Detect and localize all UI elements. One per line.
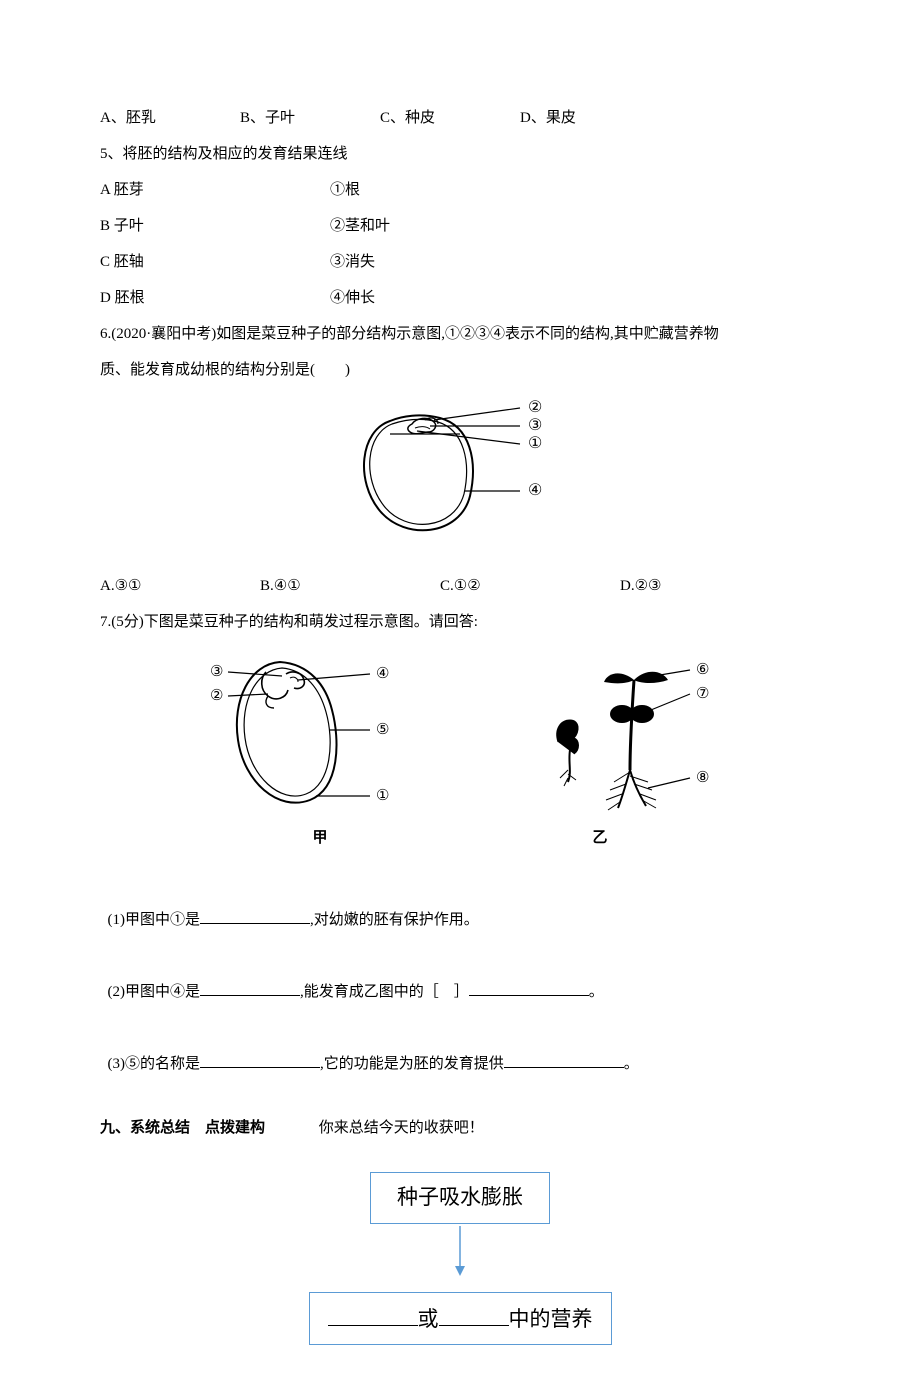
sec9-title: 九、系统总结 点拨建构	[100, 1120, 265, 1136]
q4-opt-a: A、胚乳	[100, 100, 240, 136]
q4-options: A、胚乳 B、子叶 C、种皮 D、果皮	[100, 100, 820, 136]
q7-cap-left: 甲	[310, 820, 330, 856]
q7-label-2: ②	[210, 688, 223, 704]
q7-sub2-b: ,能发育成乙图中的［ ］	[300, 984, 469, 1000]
q6-label-2: ②	[528, 399, 542, 416]
flow-box2-tail: 中的营养	[509, 1307, 593, 1331]
q7-figures: ③ ② ④ ⑤ ① ⑥ ⑦ ⑧	[100, 650, 820, 820]
q6-opt-b: B.④①	[260, 568, 440, 604]
blank	[200, 1050, 320, 1068]
q7-captions: 甲 乙	[100, 820, 820, 856]
blank	[439, 1301, 509, 1326]
flowchart: 种子吸水膨胀 或 中的营养	[100, 1172, 820, 1345]
q4-opt-c: C、种皮	[380, 100, 520, 136]
q4-opt-b: B、子叶	[240, 100, 380, 136]
q5-left-b: B 子叶	[100, 208, 330, 244]
q7-sub3-a: (3)⑤的名称是	[108, 1056, 201, 1072]
q5-stem: 5、将胚的结构及相应的发育结果连线	[100, 136, 820, 172]
sec9-sub: 你来总结今天的收获吧！	[319, 1120, 484, 1136]
q7-sub1: (1)甲图中①是 ,对幼嫩的胚有保护作用。	[100, 866, 820, 938]
q6-label-3: ③	[528, 417, 542, 434]
q7-cap-right: 乙	[590, 820, 610, 856]
blank	[200, 978, 300, 996]
blank	[200, 906, 310, 924]
q7-sub2-c: 。	[589, 984, 604, 1000]
q7-label-8: ⑧	[696, 770, 709, 786]
blank	[504, 1050, 624, 1068]
q7-figure-jia: ③ ② ④ ⑤ ①	[190, 650, 410, 820]
flow-box2-mid: 或	[418, 1307, 439, 1331]
q7-sub1-b: ,对幼嫩的胚有保护作用。	[310, 912, 479, 928]
q7-label-4: ④	[376, 666, 389, 682]
q6-options: A.③① B.④① C.①② D.②③	[100, 568, 820, 604]
q5-row-c: C 胚轴 ③消失	[100, 244, 820, 280]
q5-row-d: D 胚根 ④伸长	[100, 280, 820, 316]
q5-left-d: D 胚根	[100, 280, 330, 316]
q6-stem-line1: 6.(2020·襄阳中考)如图是菜豆种子的部分结构示意图,①②③④表示不同的结构…	[100, 316, 820, 352]
q5-right-1: ①根	[330, 172, 360, 208]
flow-box-1: 种子吸水膨胀	[370, 1172, 550, 1224]
q7-label-1: ①	[376, 788, 389, 804]
q4-opt-d: D、果皮	[520, 100, 660, 136]
q5-right-2: ②茎和叶	[330, 208, 390, 244]
q6-figure: ② ③ ① ④	[100, 396, 820, 560]
section-9: 九、系统总结 点拨建构 你来总结今天的收获吧！	[100, 1110, 820, 1146]
q6-opt-c: C.①②	[440, 568, 620, 604]
blank	[328, 1301, 418, 1326]
q6-opt-d: D.②③	[620, 568, 780, 604]
q7-sub2-a: (2)甲图中④是	[108, 984, 201, 1000]
arrow-down-icon	[450, 1224, 470, 1278]
q7-sub3: (3)⑤的名称是 ,它的功能是为胚的发育提供 。	[100, 1010, 820, 1082]
q6-stem-line2: 质、能发育成幼根的结构分别是( )	[100, 352, 820, 388]
q7-sub3-c: 。	[624, 1056, 639, 1072]
q6-opt-a: A.③①	[100, 568, 260, 604]
q7-label-5: ⑤	[376, 722, 389, 738]
q7-sub3-b: ,它的功能是为胚的发育提供	[320, 1056, 504, 1072]
q5-left-a: A 胚芽	[100, 172, 330, 208]
q7-label-7: ⑦	[696, 686, 709, 702]
q6-label-1: ①	[528, 435, 542, 452]
q5-row-b: B 子叶 ②茎和叶	[100, 208, 820, 244]
q7-figure-yi: ⑥ ⑦ ⑧	[530, 650, 730, 820]
q7-label-3: ③	[210, 664, 223, 680]
q7-sub1-a: (1)甲图中①是	[108, 912, 201, 928]
q5-right-4: ④伸长	[330, 280, 375, 316]
q7-label-6: ⑥	[696, 662, 709, 678]
flow-box-2: 或 中的营养	[309, 1292, 612, 1346]
q5-row-a: A 胚芽 ①根	[100, 172, 820, 208]
blank	[469, 978, 589, 996]
q6-label-4: ④	[528, 482, 542, 499]
q5-right-3: ③消失	[330, 244, 375, 280]
q5-left-c: C 胚轴	[100, 244, 330, 280]
q7-sub2: (2)甲图中④是 ,能发育成乙图中的［ ］ 。	[100, 938, 820, 1010]
q7-stem: 7.(5分)下图是菜豆种子的结构和萌发过程示意图。请回答:	[100, 604, 820, 640]
